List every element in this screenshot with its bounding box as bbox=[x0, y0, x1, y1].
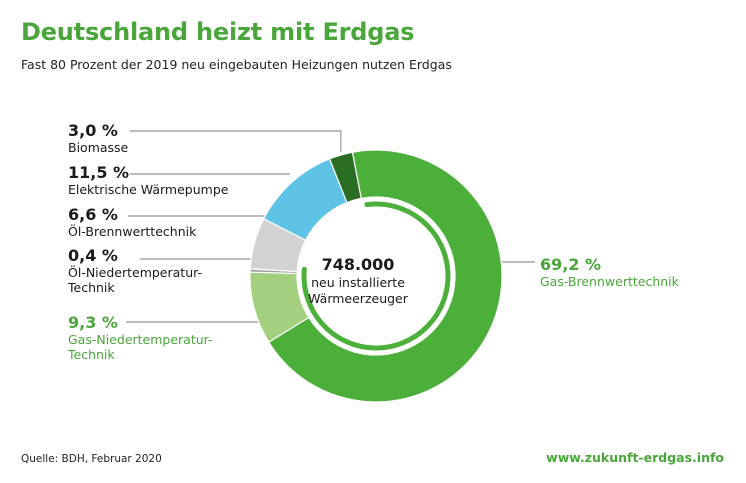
chart-subtitle: Fast 80 Prozent der 2019 neu eingebauten… bbox=[21, 57, 452, 72]
slice-gas-brennwerttechnik bbox=[267, 149, 503, 403]
label-gas-brennwerttechnik: 69,2 % Gas-Brennwerttechnik bbox=[540, 255, 679, 290]
center-line1: neu installierte bbox=[311, 275, 405, 290]
slice-biomasse bbox=[328, 151, 362, 204]
donut-slices bbox=[249, 149, 503, 403]
source-note: Quelle: BDH, Februar 2020 bbox=[21, 453, 162, 465]
category-label: Gas-Niedertemperatur- bbox=[68, 331, 213, 347]
value-label: 69,2 % bbox=[540, 255, 602, 274]
label-biomasse: 3,0 % Biomasse bbox=[68, 121, 129, 156]
inner-ring-arc bbox=[301, 201, 451, 351]
value-label: 11,5 % bbox=[68, 163, 130, 182]
category-label: Technik bbox=[68, 346, 115, 362]
category-label: Öl-Niedertemperatur- bbox=[68, 264, 202, 280]
category-label: Gas-Brennwerttechnik bbox=[540, 273, 679, 289]
leader-lines bbox=[126, 130, 535, 323]
chart-title: Deutschland heizt mit Erdgas bbox=[21, 18, 415, 46]
label-oel-niedertemperatur-technik: 0,4 % Öl-Niedertemperatur- Technik bbox=[68, 246, 202, 295]
center-total: 748.000 bbox=[321, 255, 395, 274]
value-label: 0,4 % bbox=[68, 246, 118, 265]
label-gas-niedertemperatur-technik: 9,3 % Gas-Niedertemperatur- Technik bbox=[68, 313, 213, 362]
center-line2: Wärmeerzeuger bbox=[308, 290, 408, 306]
value-label: 9,3 % bbox=[68, 313, 118, 332]
category-label: Biomasse bbox=[68, 139, 129, 155]
category-label: Elektrische Wärmepumpe bbox=[68, 181, 229, 197]
website-link[interactable]: www.zukunft-erdgas.info bbox=[546, 450, 724, 465]
value-label: 6,6 % bbox=[68, 205, 118, 224]
center-label: 748.000 neu installierte Wärmeerzeuger bbox=[300, 255, 416, 306]
label-elektrische-waermepumpe: 11,5 % Elektrische Wärmepumpe bbox=[68, 163, 229, 198]
category-label: Öl-Brennwerttechnik bbox=[68, 223, 197, 239]
leader-line-biomasse bbox=[130, 130, 342, 152]
category-label: Technik bbox=[68, 279, 115, 295]
inner-progress-ring bbox=[301, 201, 451, 351]
label-oel-brennwerttechnik: 6,6 % Öl-Brennwerttechnik bbox=[68, 205, 197, 240]
value-label: 3,0 % bbox=[68, 121, 118, 140]
